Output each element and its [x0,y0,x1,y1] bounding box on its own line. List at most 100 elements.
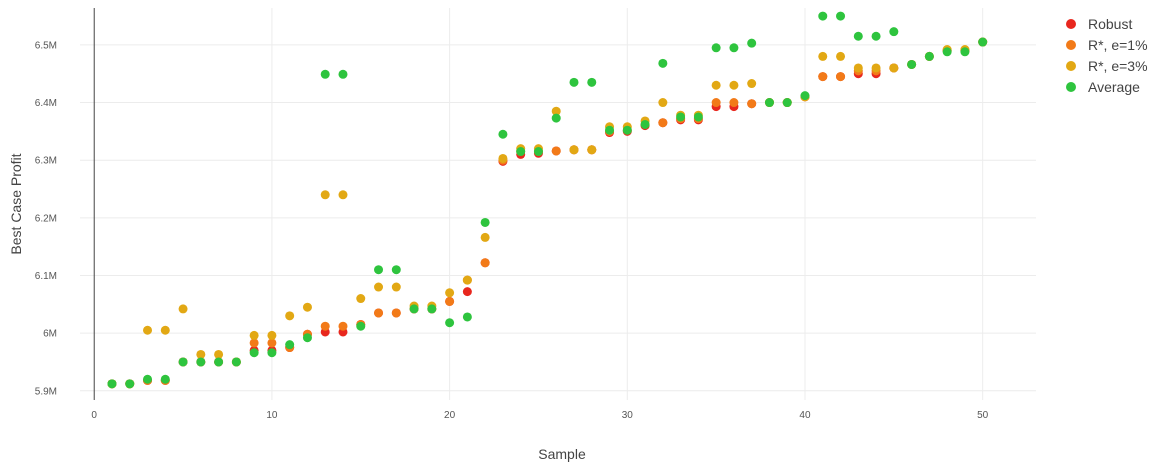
data-point [125,379,135,389]
y-tick-label: 6.1M [35,271,57,282]
data-point [445,296,455,306]
data-point [658,98,668,108]
data-point [107,379,117,389]
data-point [818,51,828,61]
y-tick-label: 6.3M [35,156,57,167]
x-tick-label: 20 [444,410,456,421]
data-point [818,11,828,21]
x-tick-label: 40 [799,410,811,421]
data-point [853,63,863,73]
grid [80,8,1036,400]
data-point [267,338,277,348]
legend-label: Average [1088,79,1140,95]
data-point [551,146,561,156]
data-point [729,43,739,53]
data-point [462,312,472,322]
data-point [587,145,597,155]
data-point [302,302,312,312]
legend-marker [1066,82,1076,92]
data-point [533,147,543,157]
data-point [942,47,952,57]
data-point [836,51,846,61]
y-tick-label: 6.4M [35,98,57,109]
legend-label: Robust [1088,16,1132,32]
data-point [605,125,615,135]
data-point [818,72,828,82]
data-point [693,112,703,122]
data-point [587,77,597,87]
y-axis: 5.9M 6M 6.1M 6.2M 6.3M 6.4M 6.5M [35,40,57,397]
data-point [409,304,419,314]
data-point [374,308,384,318]
series-robust [107,37,988,389]
data-point [747,79,757,89]
data-point [658,58,668,68]
data-point [498,153,508,163]
data-point [747,38,757,48]
data-point [356,294,366,304]
data-point [320,190,330,200]
series-average [107,11,988,389]
y-tick-label: 6M [43,329,57,340]
data-point [267,330,277,340]
data-point [924,51,934,61]
data-points [107,11,988,389]
data-point [551,106,561,116]
data-point [231,357,241,367]
data-point [214,349,224,359]
data-point [445,318,455,328]
data-point [160,374,170,384]
data-point [729,80,739,90]
data-point [498,129,508,139]
legend-marker [1066,61,1076,71]
x-tick-label: 0 [91,410,97,421]
data-point [764,98,774,108]
data-point [711,80,721,90]
x-tick-label: 30 [622,410,634,421]
legend-item[interactable]: R*, e=3% [1066,58,1148,74]
data-point [658,118,668,128]
y-tick-label: 6.2M [35,213,57,224]
legend-label: R*, e=1% [1088,37,1148,53]
data-point [747,99,757,109]
data-point [711,43,721,53]
legend-item[interactable]: Average [1066,79,1140,95]
data-point [391,265,401,275]
data-point [836,72,846,82]
data-point [889,63,899,73]
data-point [178,357,188,367]
data-point [800,91,810,101]
data-point [374,282,384,292]
data-point [889,27,899,37]
legend-marker [1066,40,1076,50]
data-point [978,37,988,47]
data-point [480,258,490,268]
data-point [338,190,348,200]
data-point [267,348,277,358]
data-point [480,232,490,242]
data-point [391,282,401,292]
series-r-e-3 [107,37,988,389]
data-point [160,325,170,335]
legend-label: R*, e=3% [1088,58,1148,74]
series-r-e-1 [107,37,988,389]
data-point [196,357,206,367]
data-point [711,98,721,108]
legend-item[interactable]: R*, e=1% [1066,37,1148,53]
data-point [285,311,295,321]
data-point [676,112,686,122]
data-point [480,217,490,227]
data-point [445,288,455,298]
legend[interactable]: Robust R*, e=1% R*, e=3% Average [1066,16,1148,95]
data-point [853,31,863,41]
y-tick-label: 6.5M [35,40,57,51]
data-point [143,374,153,384]
data-point [782,98,792,108]
legend-item[interactable]: Robust [1066,16,1132,32]
data-point [391,308,401,318]
data-point [178,304,188,314]
data-point [551,113,561,123]
data-point [356,321,366,331]
data-point [214,357,224,367]
data-point [249,338,259,348]
